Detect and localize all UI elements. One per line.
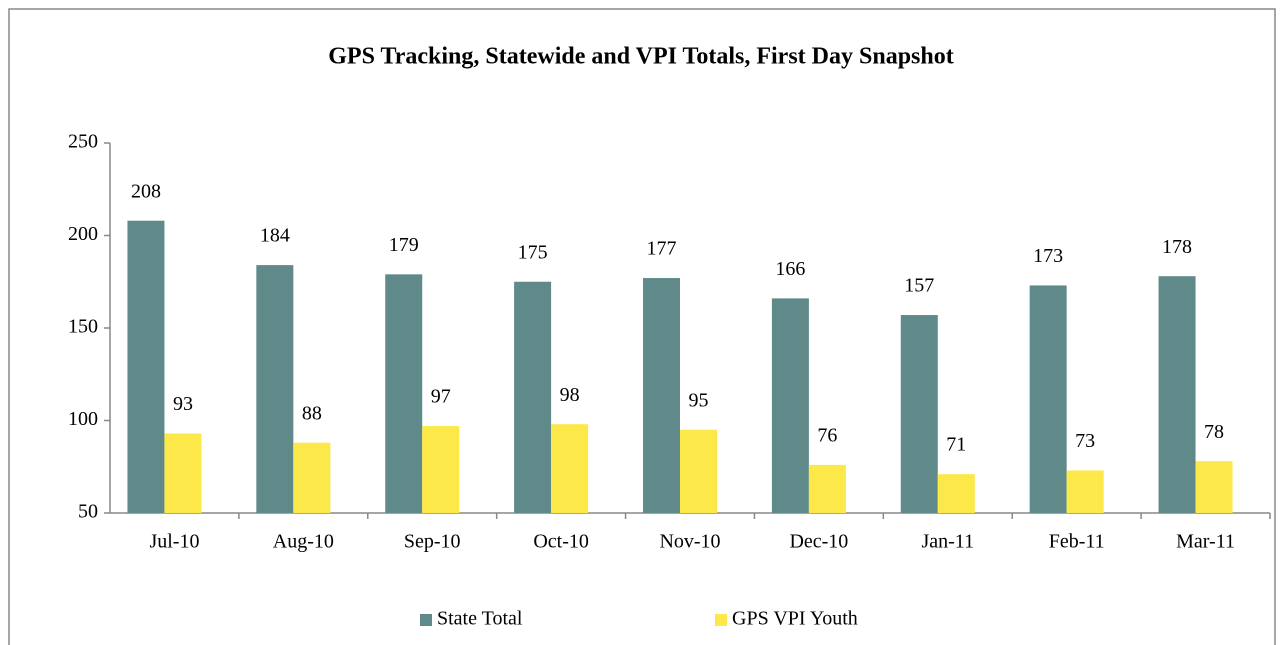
bar [680,429,717,513]
x-tick-label: Jul-10 [149,531,199,553]
data-label: 184 [260,225,290,247]
bar [385,274,423,513]
bar [256,265,294,513]
data-label: 175 [518,241,548,263]
data-label: 95 [689,389,709,411]
legend-label: State Total [437,608,523,630]
bar [1158,276,1196,513]
y-tick-label: 250 [68,131,98,153]
bar [643,278,680,513]
x-tick-label: Sep-10 [404,531,461,553]
x-tick-label: Oct-10 [533,531,589,553]
data-label: 88 [302,402,322,424]
chart-border [8,8,1276,645]
bar [551,424,589,513]
data-label: 177 [647,238,677,260]
x-tick-label: Jan-11 [921,531,974,553]
bar [127,220,165,513]
bar [1195,461,1233,513]
y-tick-label: 200 [68,223,98,245]
bar [937,474,975,513]
data-label: 178 [1162,236,1192,258]
x-tick-label: Aug-10 [273,531,334,553]
data-label: 78 [1204,421,1224,443]
data-label: 166 [775,258,805,280]
data-label: 76 [817,424,837,446]
x-tick-label: Dec-10 [789,531,848,553]
bar [164,433,202,513]
legend-swatch [715,614,727,626]
x-tick-label: Nov-10 [659,531,720,553]
chart-title: GPS Tracking, Statewide and VPI Totals, … [328,44,953,70]
y-tick-label: 50 [78,501,98,523]
bar [1029,285,1067,513]
data-label: 93 [173,393,193,415]
data-label: 98 [560,384,580,406]
y-tick-label: 150 [68,316,98,338]
bar [293,442,331,513]
bar [771,298,809,513]
data-label: 97 [431,386,451,408]
legend-swatch [420,614,432,626]
x-tick-label: Mar-11 [1176,531,1235,553]
bar [900,315,938,513]
data-label: 73 [1075,430,1095,452]
bar [808,464,846,513]
bar [1066,470,1104,513]
legend-label: GPS VPI Youth [732,608,858,630]
y-tick-label: 100 [68,408,98,430]
x-tick-label: Feb-11 [1049,531,1105,553]
bar [514,281,552,513]
data-label: 208 [131,180,161,202]
data-label: 157 [904,275,934,297]
bar [422,426,460,513]
data-label: 71 [946,434,966,456]
data-label: 179 [389,234,419,256]
data-label: 173 [1033,245,1063,267]
